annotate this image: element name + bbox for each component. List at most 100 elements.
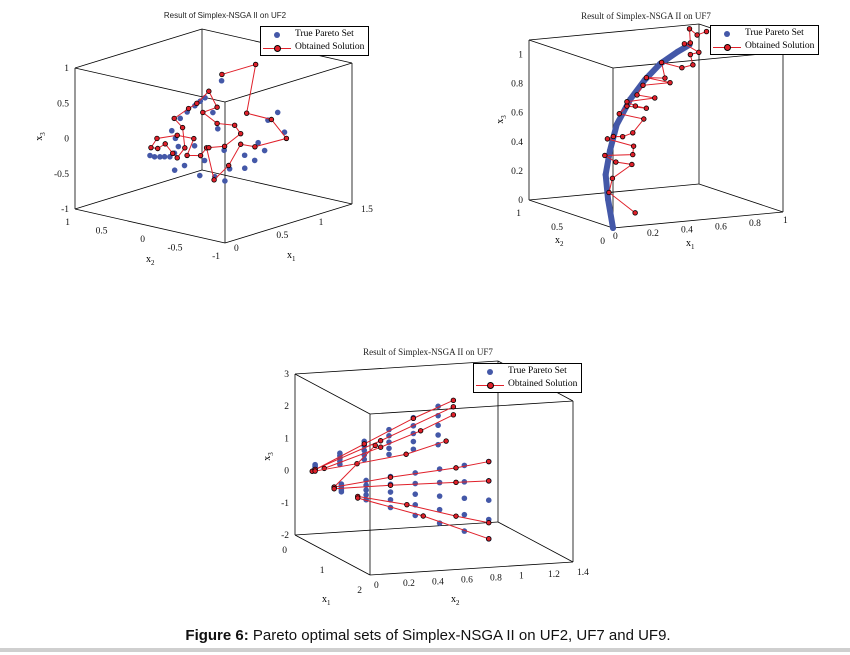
true-pareto-point xyxy=(410,438,417,445)
box-edge xyxy=(528,39,614,69)
solution-point xyxy=(283,135,290,142)
tick-label-x2: 0 xyxy=(374,581,379,591)
true-pareto-point xyxy=(181,162,188,169)
tick-label-x3: 0.2 xyxy=(511,167,523,177)
solution-point xyxy=(604,136,611,142)
solution-point xyxy=(602,152,608,159)
tick-label-x1: 1 xyxy=(319,218,324,228)
solution-point xyxy=(197,152,204,159)
solution-point xyxy=(185,105,192,112)
solution-point xyxy=(703,28,710,35)
tick-label-x1: 0.2 xyxy=(647,229,659,239)
true-pareto-point xyxy=(386,426,392,433)
solution-point xyxy=(486,478,492,484)
chart-uf9-x1-label: x1 xyxy=(322,594,331,607)
true-pareto-point xyxy=(147,152,153,159)
bottom-divider xyxy=(0,648,850,652)
true-pareto-point xyxy=(157,154,163,160)
legend-label: True Pareto Set xyxy=(295,29,354,39)
solution-point xyxy=(641,116,647,122)
true-pareto-point xyxy=(338,489,345,495)
legend-item-true-set: True Pareto Set xyxy=(476,365,577,378)
solution-line xyxy=(315,440,447,472)
solution-point xyxy=(632,103,639,109)
chart-uf7-title: Result of Simplex-NSGA II on UF7 xyxy=(581,11,711,21)
box-edge xyxy=(74,208,226,244)
solution-point xyxy=(148,144,154,151)
chart-uf7-x2-label: x2 xyxy=(555,235,564,248)
solution-point xyxy=(387,474,394,480)
true-pareto-point xyxy=(386,451,392,458)
true-pareto-point xyxy=(218,77,225,84)
true-pareto-point xyxy=(461,511,468,518)
solution-point xyxy=(214,104,220,110)
box-edge xyxy=(612,211,784,229)
chart-uf2-title: Result of Simplex-NSGA II on UF2 xyxy=(163,11,287,20)
tick-label-x1: 2 xyxy=(357,586,362,596)
true-pareto-point xyxy=(410,446,417,453)
solution-point xyxy=(162,141,168,147)
chart-uf2-x1-label: x1 xyxy=(287,250,296,263)
chart-uf9-legend: True Pareto Set Obtained Solution xyxy=(473,363,583,393)
solution-point xyxy=(194,100,200,107)
solution-line xyxy=(324,414,454,469)
solution-point xyxy=(206,88,212,94)
solution-point xyxy=(361,441,367,447)
true-pareto-point xyxy=(605,196,612,203)
tick-label-x1: 1 xyxy=(783,216,788,226)
true-pareto-point xyxy=(436,506,443,513)
tick-label-x3: 0 xyxy=(284,467,289,477)
solution-point xyxy=(410,415,417,422)
solution-line xyxy=(334,461,489,488)
true-pareto-point xyxy=(674,48,681,55)
solution-point xyxy=(268,116,275,123)
solution-point xyxy=(219,71,225,78)
true-pareto-point xyxy=(363,492,369,498)
tick-label-x1: 0.4 xyxy=(681,226,693,236)
true-pareto-point xyxy=(251,157,258,164)
solution-point xyxy=(174,155,180,161)
true-pareto-point xyxy=(255,139,261,146)
true-pareto-point xyxy=(175,143,182,150)
tick-label-x3: 0 xyxy=(64,135,69,145)
tick-label-x2: 0.4 xyxy=(432,577,444,587)
solution-point xyxy=(610,133,617,140)
true-pareto-point xyxy=(151,153,158,160)
true-pareto-point xyxy=(386,445,392,452)
tick-label-x1: 0 xyxy=(234,244,239,254)
solution-point xyxy=(643,74,650,81)
tick-label-x1: 0 xyxy=(613,232,618,242)
box-edge xyxy=(74,67,226,103)
tick-label-x2: 0.6 xyxy=(461,575,473,585)
true-pareto-point xyxy=(613,121,620,128)
true-pareto-point xyxy=(337,450,343,457)
solution-line xyxy=(334,480,489,490)
solution-point xyxy=(312,468,318,474)
solution-point xyxy=(450,412,457,418)
true-pareto-point xyxy=(261,147,268,154)
solution-point xyxy=(687,51,694,58)
tick-label-x2: 0.5 xyxy=(96,227,108,237)
tick-label-x3: -1 xyxy=(281,499,289,509)
solution-point xyxy=(613,159,619,165)
solution-point xyxy=(237,141,244,147)
solution-point xyxy=(377,444,384,450)
solution-line xyxy=(314,406,454,470)
solution-point xyxy=(690,62,696,68)
legend-label: Obtained Solution xyxy=(295,42,365,52)
tick-label-x2: 0 xyxy=(140,235,145,245)
solution-point xyxy=(624,99,630,105)
solution-point xyxy=(237,130,244,137)
solution-point xyxy=(643,105,650,111)
box-edge xyxy=(528,183,700,201)
solution-point xyxy=(658,59,665,66)
solution-point xyxy=(630,130,636,136)
box-edge xyxy=(294,360,499,375)
solution-line xyxy=(333,445,376,488)
true-pareto-point xyxy=(196,172,203,179)
solution-point xyxy=(211,177,217,183)
solution-point xyxy=(170,150,176,157)
solution-point xyxy=(191,135,197,142)
solution-point xyxy=(355,495,361,501)
